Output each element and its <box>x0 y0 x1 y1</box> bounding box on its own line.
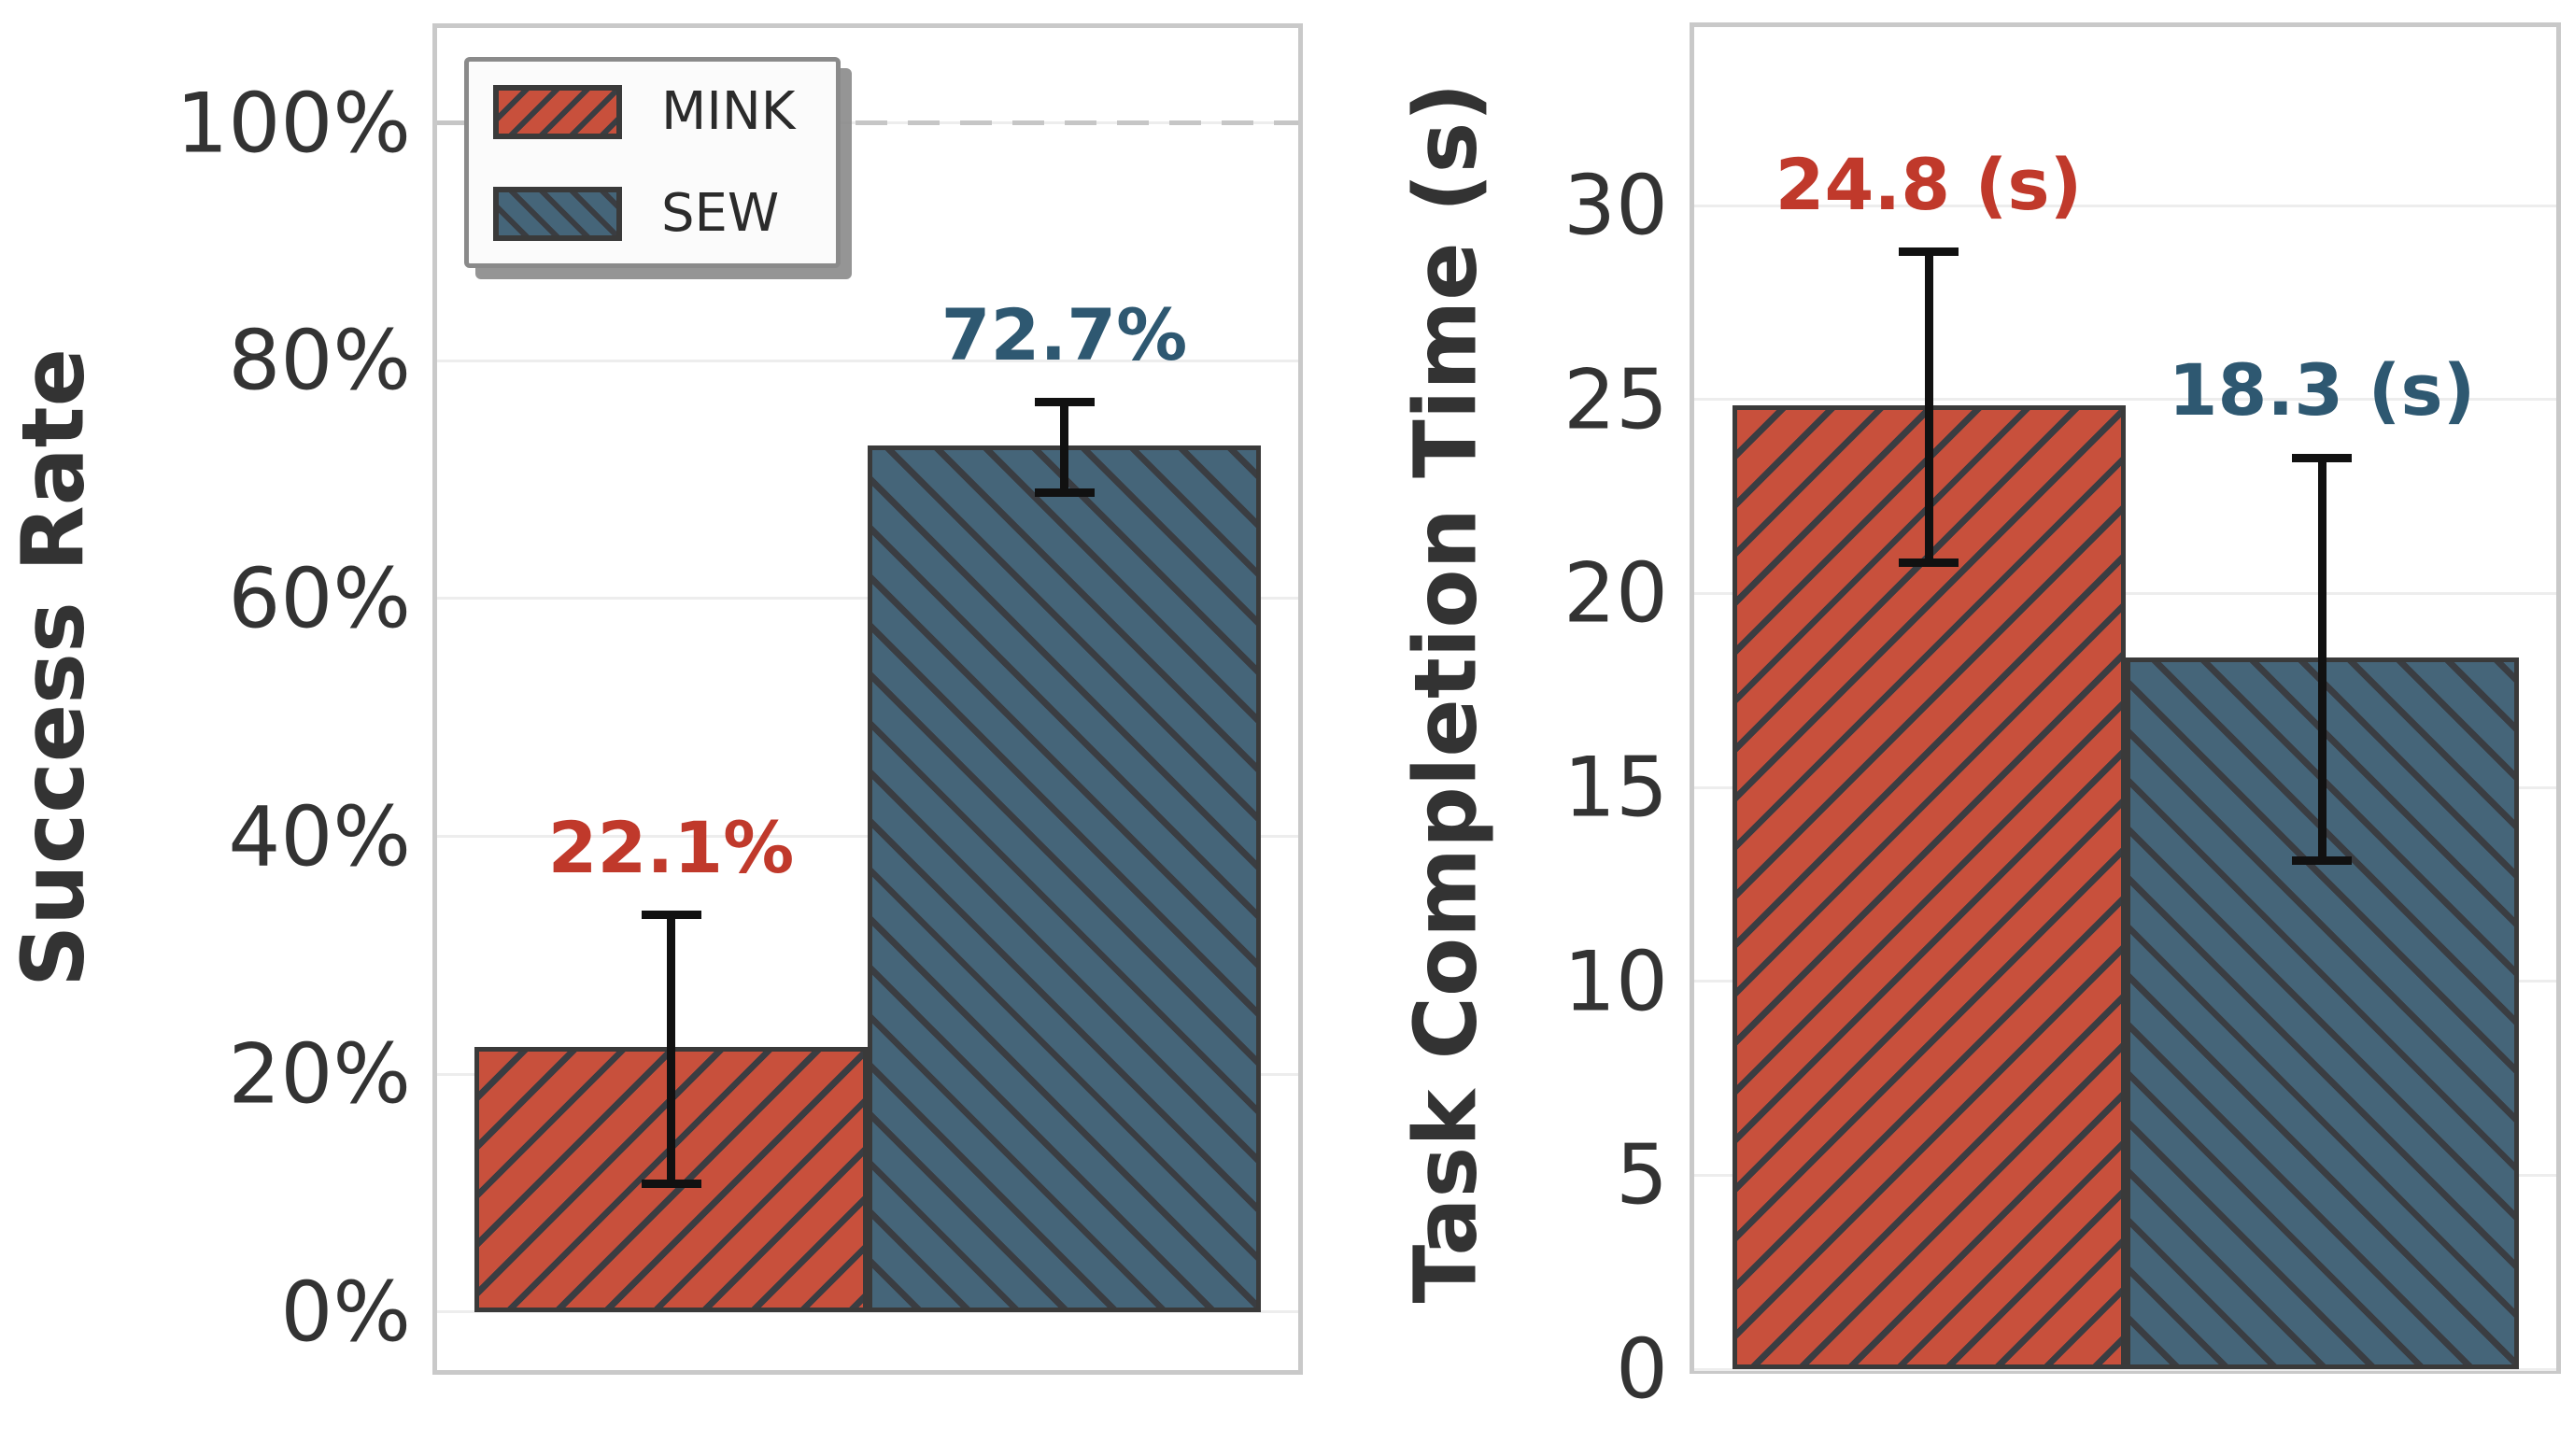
success-rate-plot <box>432 23 1303 1375</box>
legend-item-mink: MINK <box>469 81 836 142</box>
error-bar-sew <box>1060 402 1068 493</box>
value-label-mink: 22.1% <box>547 805 795 889</box>
gridline-25 <box>1694 398 2556 402</box>
y-tick-label: 20 <box>1563 544 1668 642</box>
error-cap-top-mink <box>641 911 701 919</box>
completion-time-plot <box>1690 22 2561 1374</box>
y-tick-label: 30 <box>1563 157 1668 254</box>
value-label-sew: 72.7% <box>940 292 1188 376</box>
legend-item-sew: SEW <box>469 183 836 244</box>
gridline-0 <box>437 1310 1298 1314</box>
error-cap-bottom-mink <box>1899 558 1959 567</box>
y-tick-label: 15 <box>1563 739 1668 836</box>
reference-line-100 <box>437 120 1298 126</box>
y-tick-label: 0 <box>1616 1321 1668 1418</box>
legend-label-mink: MINK <box>661 81 796 142</box>
legend-label-sew: SEW <box>661 183 780 244</box>
gridline-20 <box>1694 591 2556 595</box>
error-cap-top-mink <box>1899 247 1959 257</box>
legend-swatch-sew-icon <box>493 186 622 241</box>
y-tick-label: 100% <box>176 75 411 172</box>
error-cap-top-sew <box>1034 398 1095 407</box>
gridline-30 <box>1694 204 2556 207</box>
gridline-80 <box>437 359 1298 362</box>
error-cap-bottom-mink <box>641 1179 701 1188</box>
y-tick-label: 10 <box>1563 933 1668 1030</box>
y-tick-label: 20% <box>228 1025 411 1123</box>
y-tick-label: 60% <box>228 550 411 647</box>
y-tick-label: 25 <box>1563 351 1668 448</box>
gridline-0 <box>1694 1367 2556 1371</box>
bar-sew <box>868 445 1261 1312</box>
legend-swatch-mink-icon <box>493 84 622 139</box>
value-label-mink: 24.8 (s) <box>1775 142 2083 226</box>
error-cap-bottom-sew <box>2292 856 2352 866</box>
error-bar-mink <box>667 914 675 1184</box>
y-axis-title-task-completion-time: Task Completion Time (s) <box>1395 82 1496 1304</box>
y-tick-label: 80% <box>228 312 411 409</box>
error-cap-top-sew <box>2292 453 2352 462</box>
y-tick-label: 5 <box>1616 1126 1668 1223</box>
value-label-sew: 18.3 (s) <box>2168 348 2476 431</box>
y-axis-title-success-rate: Success Rate <box>3 347 104 988</box>
legend: MINK SEW <box>464 57 841 268</box>
y-tick-label: 0% <box>280 1264 411 1361</box>
y-tick-label: 40% <box>228 788 411 884</box>
error-cap-bottom-sew <box>1034 488 1095 498</box>
error-bar-mink <box>1924 251 1933 563</box>
error-bar-sew <box>2317 458 2326 861</box>
bar-mink <box>1732 405 2126 1369</box>
